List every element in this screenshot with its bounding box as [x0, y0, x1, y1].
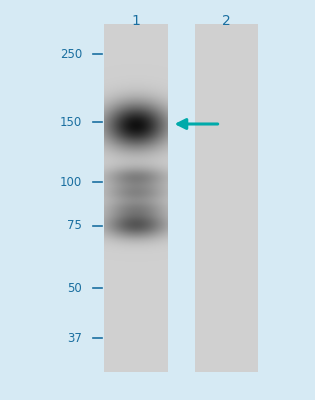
Bar — [104, 24, 167, 372]
Text: 1: 1 — [131, 14, 140, 28]
Text: 100: 100 — [60, 176, 82, 188]
Text: 250: 250 — [60, 48, 82, 60]
Text: 75: 75 — [67, 220, 82, 232]
Text: 37: 37 — [67, 332, 82, 344]
Text: 50: 50 — [67, 282, 82, 294]
Text: 150: 150 — [60, 116, 82, 128]
Bar — [195, 24, 258, 372]
Text: 2: 2 — [222, 14, 231, 28]
